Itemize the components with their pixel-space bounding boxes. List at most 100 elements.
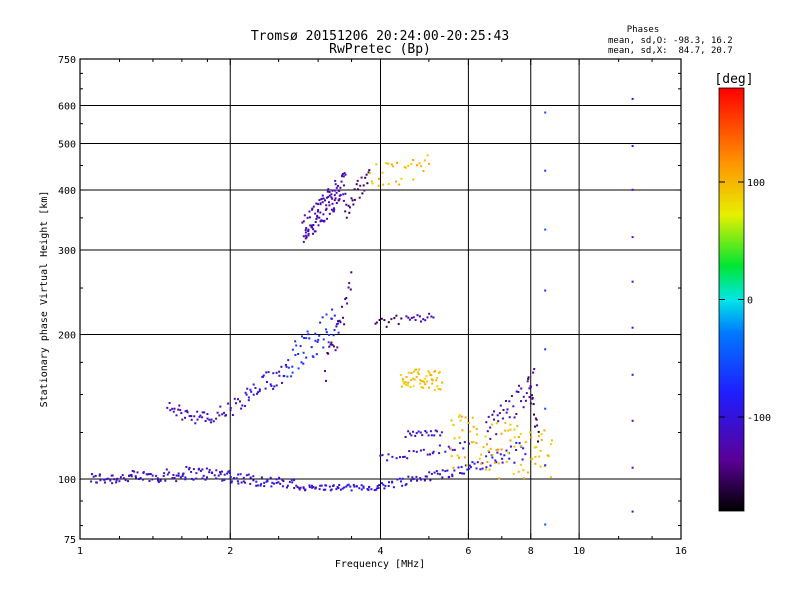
echo-point: [273, 482, 275, 485]
echo-point: [373, 489, 376, 492]
echo-point: [240, 407, 243, 410]
echo-point: [416, 164, 419, 167]
echo-point: [133, 470, 136, 473]
echo-point: [208, 468, 211, 471]
echo-point: [405, 376, 408, 378]
echo-point: [403, 166, 406, 169]
echo-point: [266, 479, 269, 482]
echo-point: [179, 409, 182, 412]
echo-point: [291, 371, 294, 374]
echo-point: [284, 363, 287, 366]
echo-point: [387, 162, 390, 165]
echo-point: [308, 484, 311, 487]
echo-point: [392, 165, 395, 168]
echo-point: [472, 441, 475, 443]
echo-point: [480, 453, 483, 456]
echo-point: [631, 280, 634, 283]
echo-point: [252, 393, 255, 396]
echo-point: [403, 382, 406, 385]
echo-point: [527, 471, 529, 474]
echo-point: [320, 219, 323, 222]
echo-point: [349, 485, 352, 488]
echo-point: [535, 418, 538, 421]
echo-point: [504, 429, 507, 432]
echo-point: [316, 214, 319, 217]
echo-point: [491, 454, 494, 457]
echo-point: [518, 442, 521, 445]
echo-point: [544, 169, 547, 172]
echo-point: [275, 478, 278, 481]
y-tick-label: 750: [58, 55, 76, 66]
echo-point: [302, 487, 305, 490]
echo-point: [341, 305, 343, 308]
echo-point: [325, 204, 328, 207]
echo-point: [509, 445, 512, 448]
echo-point: [226, 472, 229, 475]
echo-point: [228, 471, 231, 474]
echo-point: [128, 474, 131, 477]
echo-point: [315, 218, 318, 221]
echo-point: [510, 395, 513, 397]
echo-point: [509, 439, 512, 442]
echo-point: [356, 179, 359, 182]
echo-point: [92, 475, 95, 478]
echo-point: [412, 178, 415, 181]
echo-point: [412, 370, 415, 373]
echo-point: [515, 390, 518, 393]
echo-point: [320, 197, 323, 200]
echo-point: [333, 199, 336, 202]
echo-point: [468, 442, 470, 445]
echo-point: [327, 195, 330, 198]
echo-point: [410, 316, 413, 319]
y-tick-label: 400: [58, 186, 76, 197]
echo-point: [440, 431, 443, 434]
echo-point: [534, 425, 536, 428]
echo-point: [338, 319, 341, 322]
echo-point: [402, 456, 405, 458]
echo-point: [414, 434, 417, 437]
echo-point: [340, 180, 343, 183]
echo-point: [131, 470, 134, 472]
echo-point: [188, 415, 191, 418]
echo-point: [370, 488, 373, 491]
echo-point: [198, 415, 201, 418]
echo-point: [427, 370, 430, 373]
echo-point: [343, 184, 345, 187]
echo-point: [436, 376, 439, 379]
y-axis-ticks: 75 100 200 300 400 500 600 750: [58, 55, 681, 546]
echo-point: [485, 421, 488, 424]
echo-point: [399, 456, 401, 459]
echo-point: [322, 338, 325, 341]
echo-point: [339, 321, 342, 324]
echo-point: [308, 486, 311, 489]
echo-point: [512, 405, 515, 408]
echo-point: [348, 282, 351, 285]
echo-point: [320, 484, 323, 487]
echo-point: [433, 471, 436, 474]
echo-point: [328, 201, 330, 204]
echo-point: [358, 196, 361, 199]
echo-point: [520, 387, 523, 390]
echo-point: [312, 228, 315, 231]
echo-point: [107, 477, 110, 480]
echo-point: [527, 376, 530, 379]
echo-point: [281, 485, 284, 488]
echo-point: [509, 423, 512, 426]
echo-point: [489, 447, 492, 450]
echo-point: [631, 145, 634, 147]
echo-point: [532, 403, 535, 406]
echo-point: [333, 314, 336, 317]
echo-point: [505, 411, 508, 414]
echo-point: [98, 473, 101, 476]
echo-point: [323, 219, 326, 222]
echo-point: [444, 470, 447, 473]
echo-point: [319, 202, 322, 205]
echo-point: [463, 472, 465, 475]
echo-point: [241, 404, 244, 407]
echo-point: [258, 388, 261, 391]
echo-point: [520, 400, 522, 403]
echo-point: [293, 487, 296, 489]
echo-point: [521, 458, 524, 461]
echo-point: [119, 476, 122, 479]
echo-point: [281, 381, 283, 384]
